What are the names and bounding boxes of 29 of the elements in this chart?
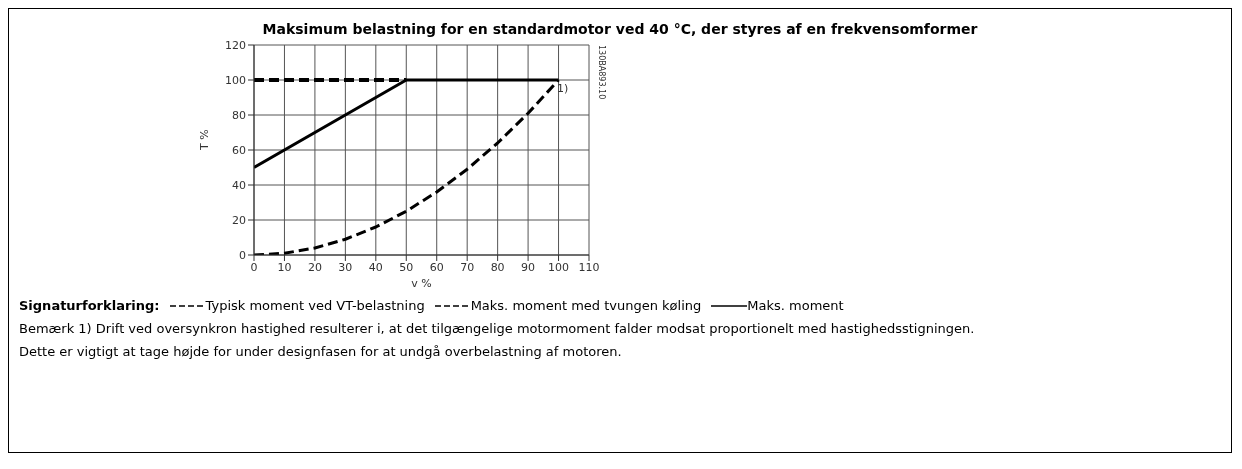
x-tick-label: 100	[548, 260, 570, 274]
legend-title: Signaturforklaring:	[19, 298, 160, 313]
text: 130BA893.10	[597, 45, 606, 100]
y-tick-label: 100	[225, 73, 246, 87]
x-tick-label: 110	[578, 260, 600, 274]
text: Dette er vigtigt at tage højde for under designfasen for at undgå overbelastning af motoren.	[19, 344, 623, 359]
x-tick-label: 60	[429, 260, 444, 274]
x-axis-title: v %	[411, 277, 432, 290]
y-axis-title: T %	[197, 129, 211, 151]
x-tick-label: 30	[338, 260, 353, 274]
x-tick-label: 70	[460, 260, 475, 274]
legend-label: Maks. moment med tvungen køling	[470, 298, 702, 313]
text: Maksimum belastning for en standardmotor ved 40 °C, der styres af en frekvensomformer	[261, 21, 979, 37]
x-tick-label: 20	[307, 260, 322, 274]
text: Bemærk 1) Drift ved oversynkron hastighed resulterer i, at det tilgængelige motormoment falder modsat proportionelt med hastighedsstigningen.	[19, 321, 976, 336]
legend-label: Maks. moment	[747, 298, 844, 313]
y-tick-label: 0	[239, 248, 246, 262]
x-tick-label: 10	[277, 260, 292, 274]
x-tick-label: 80	[490, 260, 505, 274]
y-tick-label: 40	[232, 178, 246, 192]
legend-label: Typisk moment ved VT-belastning	[205, 298, 425, 313]
x-tick-label: 40	[368, 260, 383, 274]
y-tick-label: 60	[232, 143, 246, 157]
y-tick-label: 80	[232, 108, 246, 122]
y-tick-label: 20	[232, 213, 246, 227]
x-tick-label: 90	[521, 260, 536, 274]
y-tick-label: 120	[225, 38, 246, 52]
x-tick-label: 0	[250, 260, 258, 274]
x-tick-label: 50	[399, 260, 414, 274]
